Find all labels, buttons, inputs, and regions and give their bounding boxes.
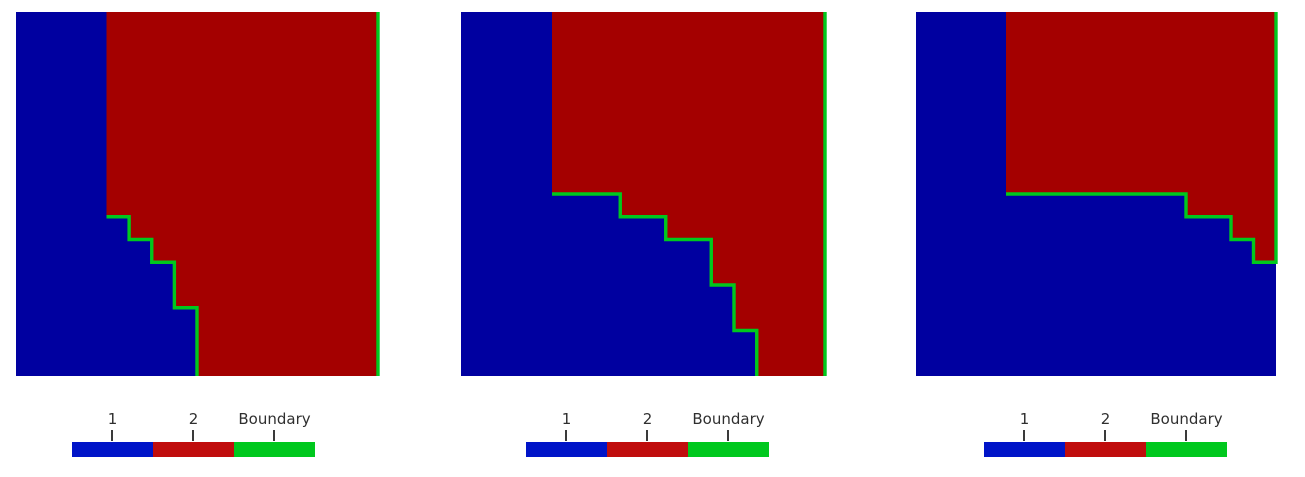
region-plot-3 (916, 12, 1278, 376)
legend-label-region1: 1 (107, 410, 118, 428)
legend-tick-boundary (1185, 430, 1187, 441)
legend-3: 1 2 Boundary (984, 410, 1227, 457)
legend-tick-boundary (273, 430, 275, 441)
legend-label-region2: 2 (1100, 410, 1111, 428)
legend-swatch-region2 (1065, 442, 1146, 457)
legend-tick-region1 (111, 430, 113, 441)
legend-swatch-region1 (984, 442, 1065, 457)
region2-area (552, 12, 825, 376)
boundary-line-0 (1006, 12, 1278, 264)
legend-colorbar (984, 442, 1227, 457)
legend-colorbar (72, 442, 315, 457)
legend-swatch-boundary (688, 442, 769, 457)
legend-tick-region1 (565, 430, 567, 441)
legend-label-boundary: Boundary (1150, 410, 1223, 428)
legend-tick-region1 (1023, 430, 1025, 441)
legend-tick-region2 (646, 430, 648, 441)
legend-label-region2: 2 (642, 410, 653, 428)
legend-tick-boundary (727, 430, 729, 441)
legend-swatch-boundary (234, 442, 315, 457)
legend-label-boundary: Boundary (692, 410, 765, 428)
legend-colorbar (526, 442, 769, 457)
legend-label-boundary: Boundary (238, 410, 311, 428)
region2-area (1006, 12, 1276, 263)
legend-tick-region2 (1104, 430, 1106, 441)
legend-swatch-region1 (526, 442, 607, 457)
legend-label-region1: 1 (561, 410, 572, 428)
boundary-line-0 (552, 192, 759, 376)
legend-label-region2: 2 (188, 410, 199, 428)
legend-2: 1 2 Boundary (526, 410, 769, 457)
boundary-line-0 (106, 215, 199, 376)
legend-1: 1 2 Boundary (72, 410, 315, 457)
legend-tick-region2 (192, 430, 194, 441)
region-plot-1 (16, 12, 380, 376)
legend-label-region1: 1 (1019, 410, 1030, 428)
legend-swatch-region2 (153, 442, 234, 457)
legend-swatch-boundary (1146, 442, 1227, 457)
region-plot-2 (461, 12, 827, 376)
legend-swatch-region2 (607, 442, 688, 457)
legend-swatch-region1 (72, 442, 153, 457)
